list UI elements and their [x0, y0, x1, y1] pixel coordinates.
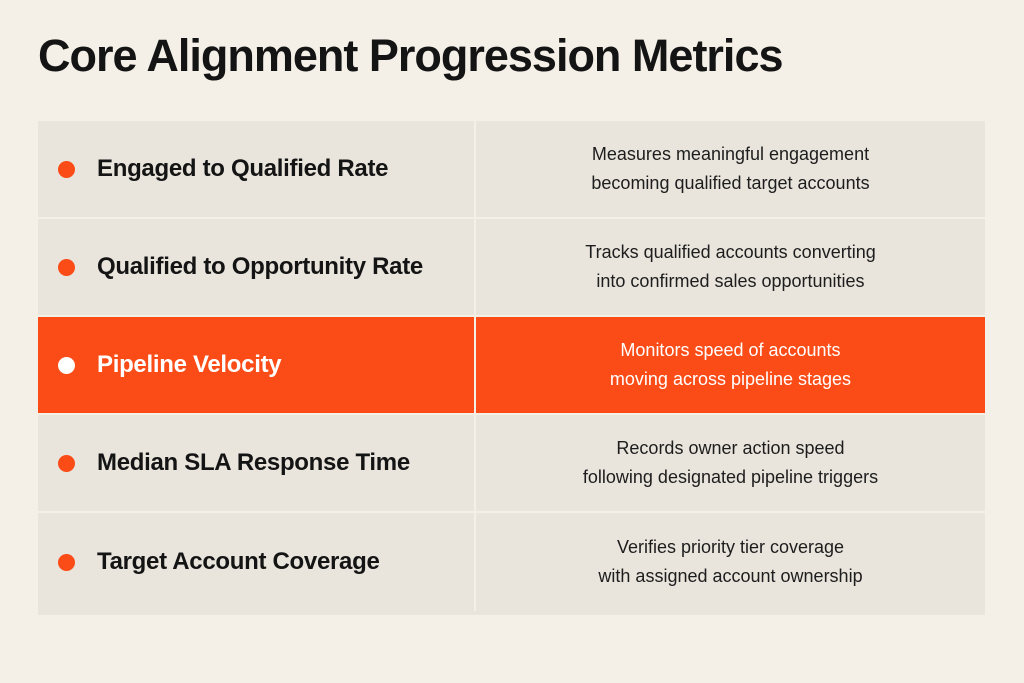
table-row-highlighted: Pipeline Velocity Monitors speed of acco… [38, 317, 985, 415]
description-cell: Verifies priority tier coverage with ass… [476, 513, 985, 611]
bullet-dot-icon [58, 258, 75, 276]
description-line: Measures meaningful engagement [591, 144, 870, 164]
description-line: Verifies priority tier coverage [616, 537, 845, 557]
description-line: Tracks qualified accounts converting [585, 242, 876, 262]
metric-description: Records owner action speed following des… [583, 434, 878, 492]
metric-cell: Pipeline Velocity [38, 317, 476, 413]
page-title: Core Alignment Progression Metrics [38, 30, 783, 81]
table-row: Target Account Coverage Verifies priorit… [38, 513, 985, 611]
metric-name: Engaged to Qualified Rate [97, 155, 389, 182]
metric-name: Pipeline Velocity [97, 351, 282, 378]
metric-description: Tracks qualified accounts converting int… [585, 238, 875, 296]
metric-cell: Target Account Coverage [38, 513, 476, 611]
description-line: with assigned account ownership [598, 566, 863, 586]
table-row: Qualified to Opportunity Rate Tracks qua… [38, 219, 985, 317]
metric-name: Target Account Coverage [97, 548, 380, 575]
metric-description: Measures meaningful engagement becoming … [591, 140, 869, 198]
metric-description: Verifies priority tier coverage with ass… [598, 533, 862, 591]
bullet-dot-icon [58, 553, 75, 571]
bullet-dot-icon [58, 356, 75, 374]
metric-cell: Qualified to Opportunity Rate [38, 219, 476, 315]
bullet-dot-icon [58, 454, 75, 472]
description-line: moving across pipeline stages [609, 369, 852, 389]
description-cell: Measures meaningful engagement becoming … [476, 121, 985, 217]
description-line: becoming qualified target accounts [591, 173, 870, 193]
description-line: into confirmed sales opportunities [596, 271, 865, 291]
description-cell: Records owner action speed following des… [476, 415, 985, 511]
metric-cell: Median SLA Response Time [38, 415, 476, 511]
metric-description: Monitors speed of accounts moving across… [610, 336, 851, 394]
metric-name: Median SLA Response Time [97, 449, 410, 476]
table-row: Engaged to Qualified Rate Measures meani… [38, 121, 985, 219]
description-line: Monitors speed of accounts [620, 340, 841, 360]
description-line: Records owner action speed [616, 438, 845, 458]
description-cell: Monitors speed of accounts moving across… [476, 317, 985, 413]
metric-name: Qualified to Opportunity Rate [97, 253, 423, 280]
bullet-dot-icon [58, 160, 75, 178]
description-cell: Tracks qualified accounts converting int… [476, 219, 985, 315]
table-row: Median SLA Response Time Records owner a… [38, 415, 985, 513]
description-line: following designated pipeline triggers [582, 467, 879, 487]
metric-cell: Engaged to Qualified Rate [38, 121, 476, 217]
metrics-table: Engaged to Qualified Rate Measures meani… [38, 121, 985, 615]
